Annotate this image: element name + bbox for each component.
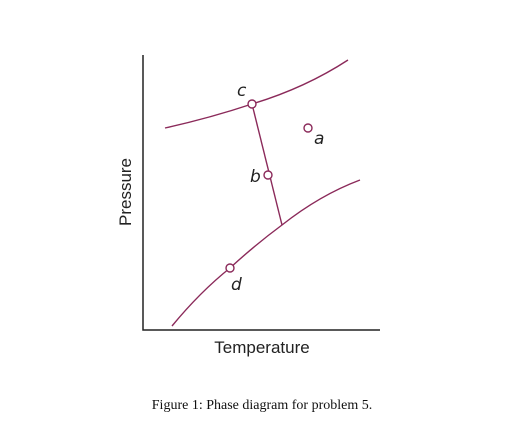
x-axis-label: Temperature bbox=[214, 338, 309, 357]
label-a: a bbox=[314, 129, 324, 149]
label-d: d bbox=[231, 275, 242, 295]
label-c: c bbox=[237, 81, 247, 101]
lower-curve bbox=[171, 179, 361, 327]
label-b: b bbox=[250, 167, 261, 187]
axes bbox=[142, 55, 380, 331]
y-axis-label: Pressure bbox=[116, 158, 135, 226]
point-b bbox=[263, 170, 273, 180]
point-c bbox=[247, 99, 257, 109]
point-a bbox=[303, 123, 313, 133]
upper-curve bbox=[164, 59, 349, 129]
connecting-line bbox=[251, 103, 283, 226]
point-d bbox=[225, 263, 235, 273]
caption: Figure 1: Phase diagram for problem 5. bbox=[152, 398, 372, 413]
